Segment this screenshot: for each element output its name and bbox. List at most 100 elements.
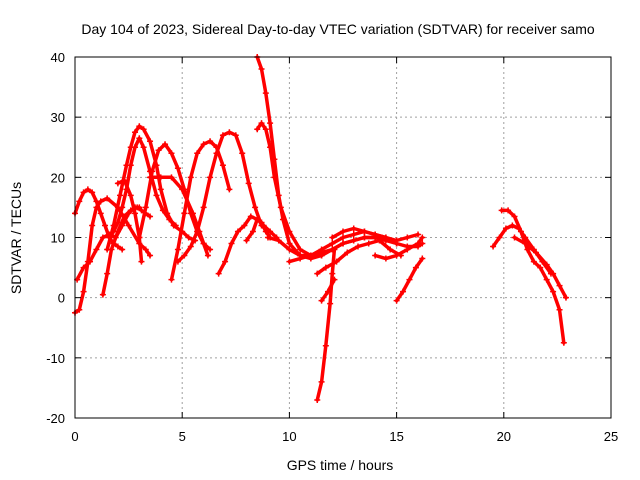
data-point-marker	[121, 177, 128, 184]
data-point-marker	[226, 186, 233, 193]
data-point-marker	[207, 138, 214, 145]
data-point-marker	[331, 246, 338, 253]
data-point-marker	[194, 150, 201, 157]
data-point-marker	[234, 228, 241, 235]
data-point-marker	[258, 219, 265, 226]
data-point-marker	[204, 252, 211, 259]
data-point-marker	[502, 225, 509, 232]
data-point-marker	[76, 306, 83, 313]
data-point-marker	[318, 249, 325, 256]
data-point-marker	[187, 174, 194, 181]
data-point-marker	[267, 120, 274, 127]
data-point-marker	[393, 297, 400, 304]
data-point-marker	[355, 243, 362, 250]
data-point-marker	[162, 141, 169, 148]
data-point-marker	[262, 228, 269, 235]
data-point-marker	[84, 186, 91, 193]
data-point-marker	[174, 165, 181, 172]
data-point-marker	[138, 258, 145, 265]
data-point-marker	[97, 198, 104, 205]
data-point-marker	[365, 240, 372, 247]
data-point-marker	[322, 264, 329, 271]
data-point-marker	[149, 168, 156, 175]
data-point-marker	[318, 297, 325, 304]
data-point-marker	[382, 255, 389, 262]
data-point-marker	[80, 264, 87, 271]
data-point-marker	[511, 234, 518, 241]
data-point-marker	[80, 189, 87, 196]
data-point-marker	[254, 126, 261, 133]
data-point-marker	[271, 156, 278, 163]
data-point-marker	[110, 222, 117, 229]
data-point-marker	[76, 198, 83, 205]
data-point-marker	[532, 249, 539, 256]
data-point-marker	[350, 225, 357, 232]
data-point-marker	[89, 222, 96, 229]
series-markers-arc-6	[104, 123, 199, 253]
data-point-marker	[329, 234, 336, 241]
data-point-marker	[168, 174, 175, 181]
data-point-marker	[324, 288, 331, 295]
data-point-marker	[185, 234, 192, 241]
data-point-marker	[258, 120, 265, 127]
data-point-marker	[215, 270, 222, 277]
y-ticks: -20 -10 0 10 20 30 40	[46, 50, 611, 426]
data-point-marker	[511, 213, 518, 220]
x-tick-label: 5	[179, 429, 186, 444]
data-point-marker	[419, 234, 426, 241]
data-point-marker	[393, 237, 400, 244]
data-point-marker	[419, 255, 426, 262]
series-markers-arc-20	[314, 237, 404, 277]
data-point-marker	[147, 213, 154, 220]
y-tick-label: 30	[51, 110, 65, 125]
x-tick-label: 25	[604, 429, 618, 444]
data-point-marker	[344, 249, 351, 256]
data-point-marker	[415, 231, 422, 238]
x-ticks: 0 5 10 15 20 25	[71, 57, 618, 444]
data-point-marker	[89, 189, 96, 196]
data-point-marker	[286, 258, 293, 265]
data-point-marker	[415, 240, 422, 247]
data-point-marker	[127, 144, 134, 151]
data-point-marker	[245, 180, 252, 187]
data-point-marker	[179, 186, 186, 193]
data-point-marker	[102, 222, 109, 229]
data-point-marker	[207, 174, 214, 181]
data-point-marker	[314, 270, 321, 277]
data-point-marker	[560, 339, 567, 346]
data-point-marker	[132, 129, 139, 136]
data-point-marker	[505, 207, 512, 214]
data-point-marker	[181, 210, 188, 217]
data-point-marker	[543, 261, 550, 268]
data-point-marker	[517, 228, 524, 235]
data-point-marker	[327, 300, 334, 307]
data-point-marker	[187, 243, 194, 250]
data-point-marker	[93, 204, 100, 211]
series-markers-arc-17	[286, 234, 400, 265]
data-point-marker	[393, 252, 400, 259]
data-point-marker	[181, 252, 188, 259]
y-tick-label: 20	[51, 170, 65, 185]
data-point-marker	[530, 258, 537, 265]
data-point-marker	[318, 378, 325, 385]
data-point-marker	[243, 237, 250, 244]
data-point-marker	[200, 204, 207, 211]
data-point-marker	[372, 231, 379, 238]
series-markers-arc-11	[174, 129, 271, 265]
data-point-marker	[97, 210, 104, 217]
data-point-marker	[114, 180, 121, 187]
series-line-arc-2	[73, 196, 152, 315]
y-tick-label: -20	[46, 411, 65, 426]
data-point-marker	[121, 213, 128, 220]
series-markers-arc-23	[393, 255, 426, 304]
data-point-marker	[376, 237, 383, 244]
data-point-marker	[252, 204, 259, 211]
data-point-marker	[297, 246, 304, 253]
data-point-marker	[543, 276, 550, 283]
data-point-marker	[340, 240, 346, 247]
series-line-arc-16	[266, 229, 425, 258]
data-point-marker	[132, 210, 139, 217]
data-point-marker	[213, 150, 220, 157]
data-point-marker	[168, 276, 175, 283]
